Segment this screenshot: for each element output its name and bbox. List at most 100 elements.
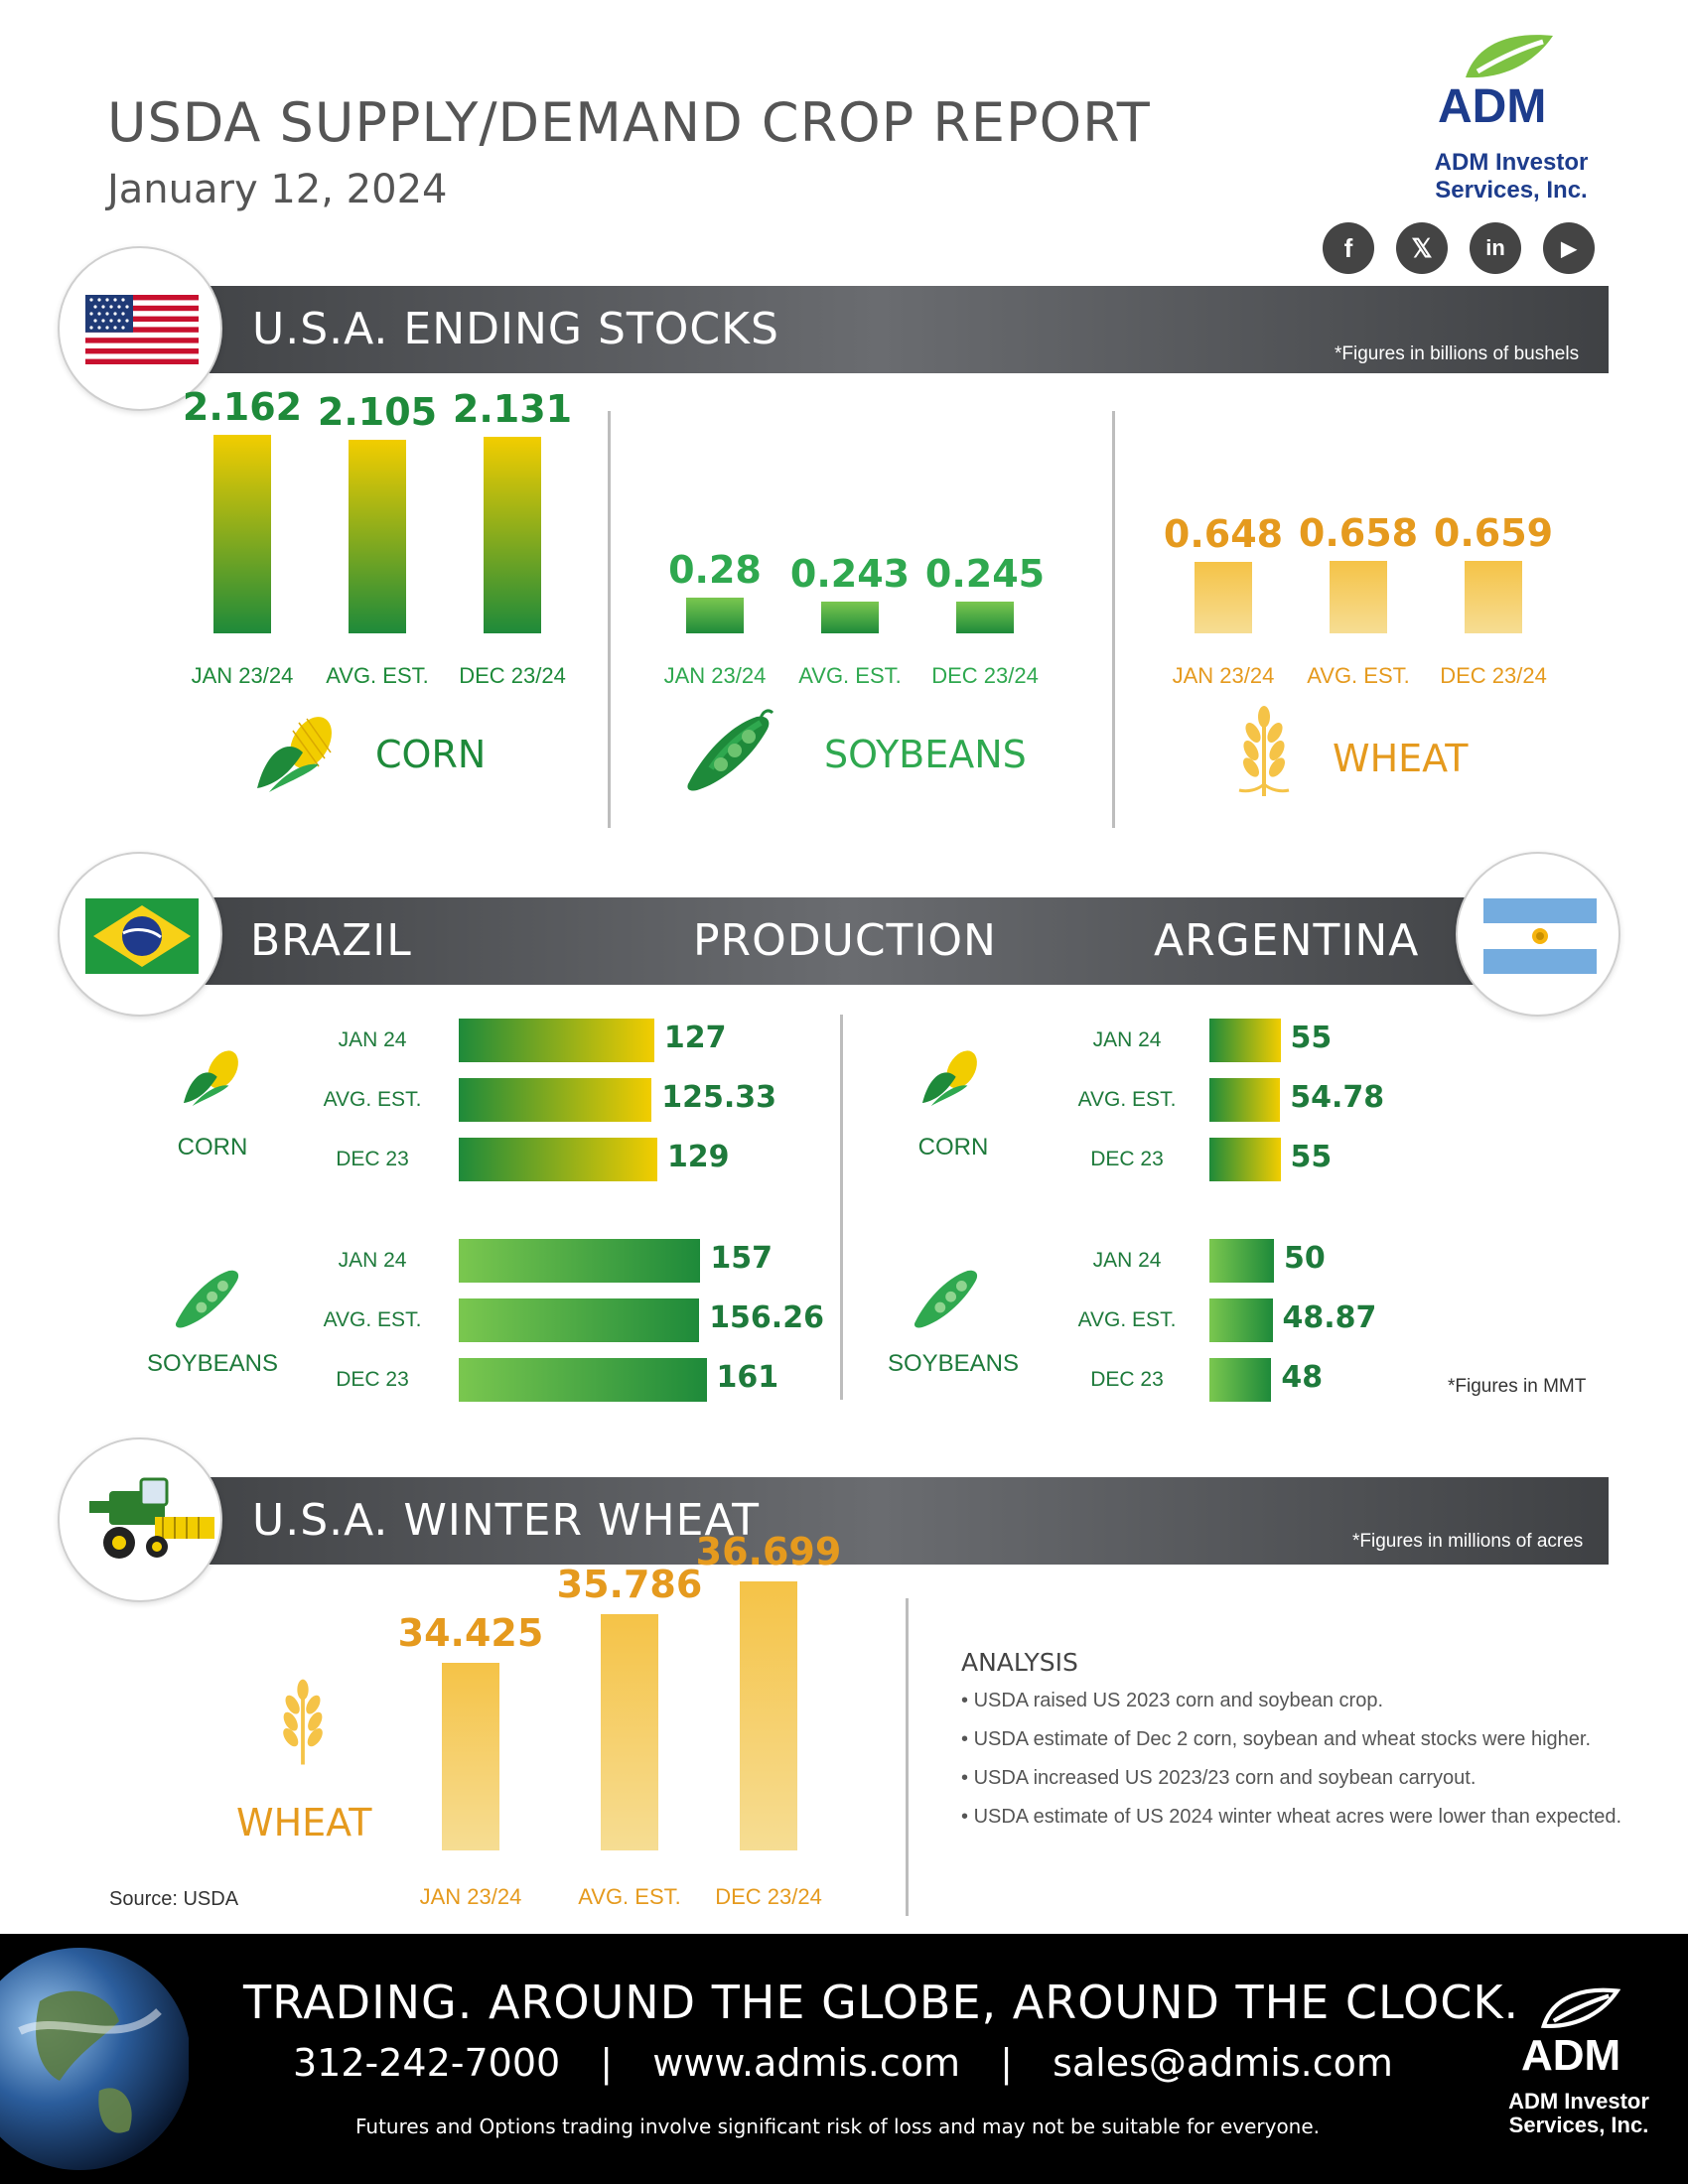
usa-flag-circle xyxy=(58,246,222,411)
data-label: 54.78 xyxy=(1290,1080,1385,1115)
corn-icon xyxy=(921,1050,977,1107)
bar xyxy=(1465,560,1522,633)
wheat-icon xyxy=(283,1679,323,1765)
bar xyxy=(484,437,541,633)
bar xyxy=(740,1580,797,1850)
tick-label: AVG. EST. xyxy=(323,1308,422,1331)
data-label: 156.26 xyxy=(709,1300,824,1335)
bar xyxy=(442,1662,499,1850)
winter-wheat-crop-label: WHEAT xyxy=(236,1801,372,1844)
report-date: January 12, 2024 xyxy=(107,167,448,212)
analysis-bullet: • USDA estimate of Dec 2 corn, soybean a… xyxy=(961,1728,1591,1750)
tick-label: DEC 23 xyxy=(1090,1368,1164,1391)
argentina-flag-circle xyxy=(1456,852,1620,1017)
crop-label-wheat: WHEAT xyxy=(1333,737,1469,780)
tick-label: DEC 23/24 xyxy=(1440,663,1547,688)
ending-stocks-band xyxy=(149,286,1609,373)
wheat-icon xyxy=(1238,706,1290,796)
bar xyxy=(821,602,879,633)
website-link[interactable]: www.admis.com xyxy=(652,2041,961,2085)
tick-label: JAN 24 xyxy=(338,1249,407,1272)
separator: | xyxy=(1000,2041,1013,2085)
data-label: 2.105 xyxy=(317,389,438,434)
bar xyxy=(1209,1138,1281,1181)
email-link[interactable]: sales@admis.com xyxy=(1053,2041,1393,2085)
data-label: 55 xyxy=(1290,1021,1333,1055)
tick-label: AVG. EST. xyxy=(1307,663,1410,688)
bar xyxy=(459,1019,654,1062)
tick-label: AVG. EST. xyxy=(578,1884,681,1909)
tick-label: AVG. EST. xyxy=(798,663,902,688)
tick-label: JAN 24 xyxy=(1092,1249,1162,1272)
data-label: 2.131 xyxy=(452,387,573,432)
bar xyxy=(601,1613,658,1850)
tick-label: JAN 23/24 xyxy=(663,663,767,688)
data-label: 35.786 xyxy=(556,1562,703,1606)
ending-stocks-title: U.S.A. ENDING STOCKS xyxy=(252,304,779,354)
soybean-icon xyxy=(687,709,774,791)
bar xyxy=(459,1298,700,1342)
bar xyxy=(1209,1358,1272,1402)
bar xyxy=(459,1239,701,1283)
data-label: 157 xyxy=(710,1241,773,1276)
data-label: 36.699 xyxy=(695,1529,842,1573)
earth-globe-icon xyxy=(0,1948,189,2170)
footer-adm-logo-word: ADM xyxy=(1521,2031,1621,2080)
divider xyxy=(840,1015,843,1400)
divider xyxy=(608,411,611,828)
brazil-flag-circle xyxy=(58,852,222,1017)
divider xyxy=(906,1598,909,1916)
bar xyxy=(459,1358,707,1402)
tick-label: JAN 24 xyxy=(1092,1028,1162,1051)
data-label: 0.658 xyxy=(1298,510,1419,555)
bar xyxy=(1209,1239,1274,1283)
argentina-soybeans-label: SOYBEANS xyxy=(887,1350,1020,1377)
source-note: Source: USDA xyxy=(109,1888,239,1910)
bar xyxy=(1330,560,1387,633)
tick-label: DEC 23 xyxy=(336,1368,409,1391)
adm-leaf-icon xyxy=(1540,1987,1620,2028)
brazil-corn-label: CORN xyxy=(177,1134,248,1160)
linkedin-icon[interactable]: in xyxy=(1470,222,1521,274)
bar xyxy=(459,1078,652,1122)
data-label: 161 xyxy=(716,1360,779,1395)
bar xyxy=(1209,1019,1281,1062)
tick-label: JAN 23/24 xyxy=(1172,663,1275,688)
footer-tagline: TRADING. AROUND THE GLOBE, AROUND THE CL… xyxy=(243,1976,1520,2029)
tick-label: DEC 23/24 xyxy=(931,663,1039,688)
argentina-flag-icon xyxy=(1483,898,1597,974)
divider xyxy=(1112,411,1115,828)
data-label: 50 xyxy=(1284,1241,1326,1276)
footer-adm-name: ADM Investor xyxy=(1508,2089,1649,2114)
ending-stocks-note: *Figures in billions of bushels xyxy=(1335,343,1580,364)
analysis-title: ANALYSIS xyxy=(961,1648,1078,1677)
winter-wheat-band xyxy=(149,1477,1609,1565)
analysis-bullet: • USDA estimate of US 2024 winter wheat … xyxy=(961,1806,1622,1828)
combine-harvester-icon xyxy=(89,1477,214,1559)
tick-label: AVG. EST. xyxy=(326,663,429,688)
bar xyxy=(459,1138,657,1181)
data-label: 0.28 xyxy=(668,547,762,592)
youtube-icon[interactable]: ▶ xyxy=(1543,222,1595,274)
data-label: 0.243 xyxy=(789,552,911,597)
production-title: PRODUCTION xyxy=(693,915,997,966)
phone-link[interactable]: 312-242-7000 xyxy=(293,2041,561,2085)
bar xyxy=(1195,562,1252,633)
soybean-icon xyxy=(914,1270,978,1328)
combine-circle xyxy=(58,1437,222,1602)
footer xyxy=(0,1934,1688,2184)
tick-label: DEC 23/24 xyxy=(715,1884,822,1909)
winter-wheat-note: *Figures in millions of acres xyxy=(1352,1531,1584,1552)
bar xyxy=(686,597,744,633)
separator: | xyxy=(600,2041,614,2085)
tick-label: AVG. EST. xyxy=(323,1088,422,1111)
data-label: 127 xyxy=(663,1021,727,1055)
facebook-icon[interactable]: f xyxy=(1323,222,1374,274)
argentina-corn-label: CORN xyxy=(917,1134,989,1160)
bar xyxy=(956,602,1014,633)
x-icon[interactable]: 𝕏 xyxy=(1396,222,1448,274)
bar xyxy=(1209,1078,1281,1122)
tick-label: JAN 24 xyxy=(338,1028,407,1051)
data-label: 129 xyxy=(666,1140,730,1174)
data-label: 34.425 xyxy=(397,1610,544,1655)
